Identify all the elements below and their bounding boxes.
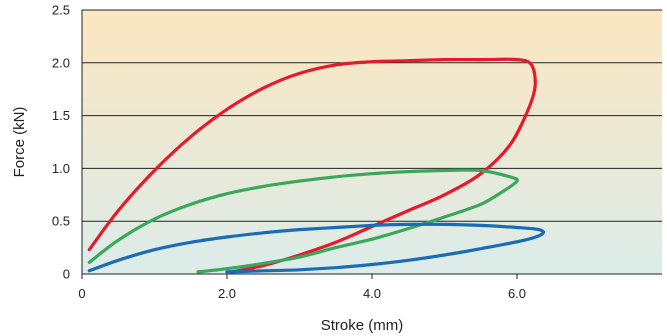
y-tick-label-0: 0 xyxy=(63,267,70,282)
series-lines xyxy=(87,57,546,275)
x-tick-label-1: 2.0 xyxy=(218,286,236,301)
x-tick-label-3: 6.0 xyxy=(508,286,526,301)
y-tick-label-5: 2.5 xyxy=(52,3,70,18)
y-tick-label-3: 1.5 xyxy=(52,108,70,123)
y-tick-label-4: 2.0 xyxy=(52,55,70,70)
x-axis-ticks: 0 2.0 4.0 6.0 xyxy=(78,274,526,301)
plot-background xyxy=(82,10,662,274)
x-tick-label-2: 4.0 xyxy=(363,286,381,301)
series-line-2 xyxy=(87,222,546,274)
series-line-1 xyxy=(87,168,519,274)
y-axis-title: Force (kN) xyxy=(11,107,28,178)
x-axis-title: Stroke (mm) xyxy=(321,317,404,334)
x-tick-label-0: 0 xyxy=(78,286,85,301)
y-tick-label-1: 0.5 xyxy=(52,214,70,229)
y-tick-label-2: 1.0 xyxy=(52,161,70,176)
y-axis-ticks: 0 0.5 1.0 1.5 2.0 2.5 xyxy=(52,3,70,282)
